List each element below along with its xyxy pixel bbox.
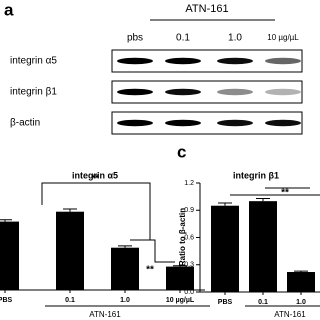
panel-label: c bbox=[177, 142, 186, 161]
x-tick-label: 0.1 bbox=[258, 299, 268, 306]
annotation: ** bbox=[146, 265, 154, 276]
blot: pbs 0.1 1.0 10 µg/µL integrin α5 integrin β1 β… bbox=[10, 33, 303, 135]
bar bbox=[166, 266, 194, 290]
group-label: ATN-161 bbox=[274, 310, 306, 319]
band bbox=[217, 88, 253, 96]
treatment-label: ATN-161 bbox=[185, 3, 228, 15]
annotation: ** bbox=[91, 174, 99, 185]
y-tick-label: 0.0 bbox=[184, 289, 194, 296]
band bbox=[117, 88, 153, 96]
band bbox=[165, 119, 201, 127]
bar bbox=[56, 211, 84, 290]
error-bar bbox=[0, 219, 12, 222]
y-tick-label: 0.6 bbox=[184, 234, 194, 241]
x-tick-label: 0.1 bbox=[65, 297, 75, 304]
sig-bracket bbox=[41, 182, 151, 240]
x-tick-label: 1.0 bbox=[120, 297, 130, 304]
row-label: integrin α5 bbox=[10, 56, 57, 67]
error-bar bbox=[63, 208, 77, 212]
lane-label: 0.1 bbox=[176, 33, 190, 44]
chart-title: integrin β1 bbox=[233, 170, 279, 180]
row-label: integrin β1 bbox=[10, 87, 57, 98]
sig-bracket bbox=[130, 239, 175, 263]
error-bar bbox=[256, 197, 270, 202]
x-tick-label: 10 µg/µL bbox=[166, 297, 195, 304]
chart-title: integrin α5 bbox=[72, 170, 118, 180]
band bbox=[117, 57, 153, 65]
band bbox=[265, 119, 301, 127]
bar bbox=[287, 272, 315, 292]
band bbox=[265, 57, 301, 65]
panel-label: a bbox=[4, 0, 14, 19]
x-tick-label: PBS bbox=[218, 299, 233, 306]
bar bbox=[249, 201, 277, 292]
y-tick-label: 0.9 bbox=[184, 207, 194, 214]
y-axis-label: Ratio to β-actin bbox=[178, 208, 187, 266]
bar bbox=[211, 205, 239, 292]
bar bbox=[111, 247, 139, 290]
blot-frame bbox=[111, 111, 303, 135]
error-bar bbox=[173, 265, 187, 267]
band bbox=[117, 119, 153, 127]
y-tick-label: 1.2 bbox=[184, 180, 194, 187]
band bbox=[217, 119, 253, 127]
blot-frame bbox=[111, 80, 303, 104]
error-bar bbox=[294, 270, 308, 273]
band bbox=[165, 57, 201, 65]
lane-label: 10 µg/µL bbox=[267, 33, 299, 42]
lane-label: 1.0 bbox=[228, 33, 242, 44]
error-bar bbox=[118, 245, 132, 248]
band bbox=[265, 88, 301, 96]
band bbox=[165, 88, 201, 96]
y-tick-label: 0.3 bbox=[184, 262, 194, 269]
group-label: ATN-161 bbox=[89, 310, 121, 319]
annotation: ** bbox=[281, 188, 289, 199]
bar bbox=[0, 221, 19, 290]
blot-frame bbox=[111, 49, 303, 73]
row-label: β-actin bbox=[10, 118, 40, 129]
error-bar bbox=[218, 202, 232, 206]
band bbox=[217, 57, 253, 65]
lane-label: pbs bbox=[127, 33, 143, 44]
x-tick-label: PBS bbox=[0, 297, 13, 304]
x-tick-label: 1.0 bbox=[296, 299, 306, 306]
